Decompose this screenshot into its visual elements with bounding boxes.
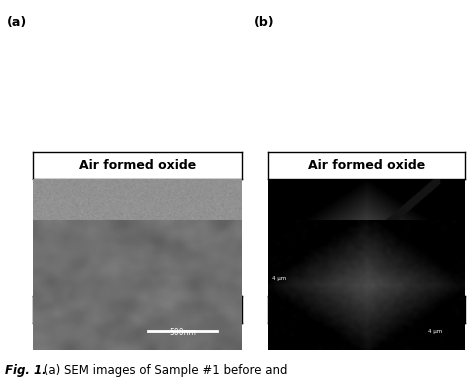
Text: 4 μm: 4 μm bbox=[428, 285, 442, 290]
Text: 4 μm: 4 μm bbox=[428, 329, 442, 335]
Text: Passive film: Passive film bbox=[96, 303, 179, 316]
Text: Air formed oxide: Air formed oxide bbox=[308, 159, 425, 172]
Text: 500nm: 500nm bbox=[169, 328, 196, 337]
Text: Fig. 1.: Fig. 1. bbox=[5, 364, 46, 377]
Text: (a): (a) bbox=[7, 16, 27, 28]
Text: Air formed oxide: Air formed oxide bbox=[79, 159, 196, 172]
Text: 500nm: 500nm bbox=[169, 284, 196, 293]
Text: 4 μm: 4 μm bbox=[272, 233, 286, 238]
Text: 4 μm: 4 μm bbox=[272, 276, 286, 281]
Text: Passive film: Passive film bbox=[324, 303, 408, 316]
Text: (b): (b) bbox=[254, 16, 274, 28]
Text: (a) SEM images of Sample #1 before and: (a) SEM images of Sample #1 before and bbox=[40, 364, 288, 377]
